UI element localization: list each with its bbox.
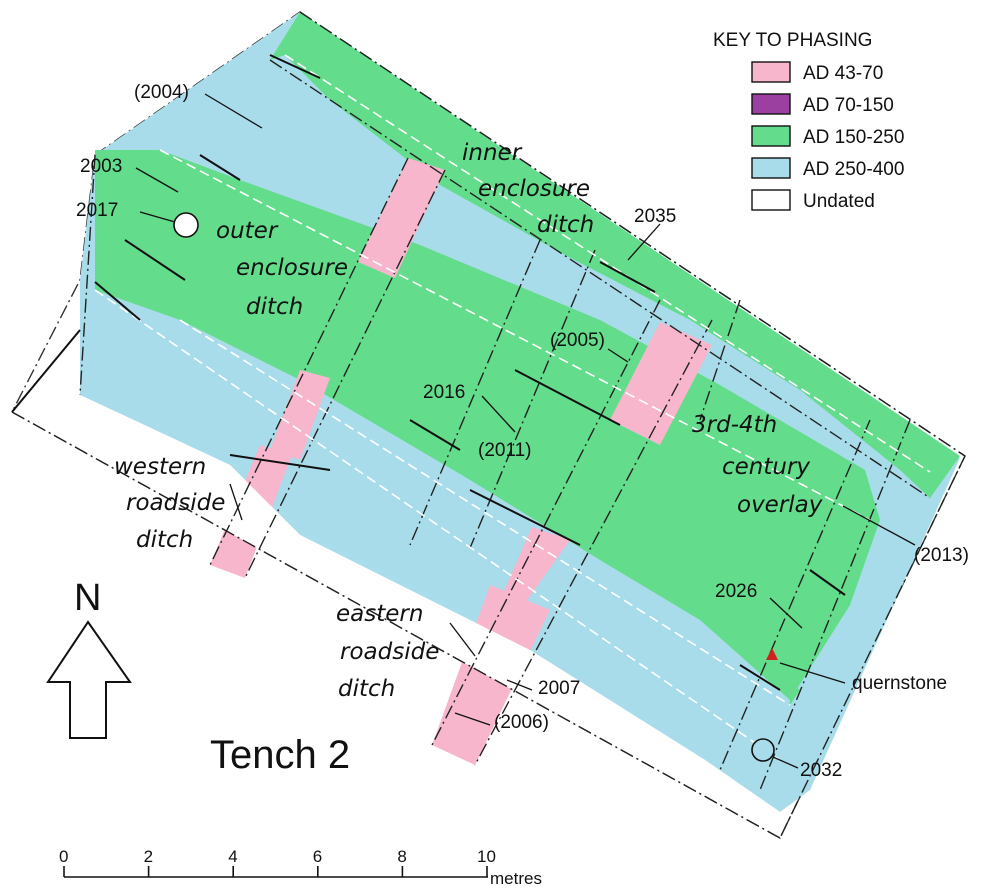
feature-edges bbox=[11, 54, 846, 691]
context-2004: (2004) bbox=[134, 82, 189, 103]
context-2035: 2035 bbox=[634, 206, 676, 227]
legend-label: AD 43-70 bbox=[803, 63, 883, 84]
inner-enclosure-ditch-fill bbox=[270, 12, 960, 498]
label-outer-ditch: ditch bbox=[246, 294, 303, 320]
context-2016: 2016 bbox=[423, 382, 465, 403]
label-western-roadside: roadside bbox=[126, 490, 225, 516]
outer-enclosure-ditch-fill bbox=[95, 150, 880, 700]
pink-strip-central bbox=[610, 322, 712, 445]
inner-ditch-blue-strip bbox=[270, 55, 930, 498]
scale-tick-label: 2 bbox=[144, 847, 153, 866]
pink-strip-south bbox=[500, 527, 570, 610]
leader-lines bbox=[135, 93, 916, 769]
context-2032: 2032 bbox=[800, 760, 842, 781]
quernstone-marker bbox=[766, 648, 778, 660]
legend-swatch bbox=[751, 61, 791, 83]
legend-label: AD 70-150 bbox=[803, 95, 894, 116]
legend-swatch bbox=[751, 157, 791, 179]
legend-swatch bbox=[751, 93, 791, 115]
scale-tick-label: 0 bbox=[59, 847, 68, 866]
pink-strip-north bbox=[358, 158, 445, 278]
label-western-ditch: ditch bbox=[136, 527, 193, 553]
cut-edges bbox=[94, 54, 931, 761]
context-2006: (2006) bbox=[494, 712, 549, 733]
legend-label: AD 250-400 bbox=[803, 159, 904, 180]
label-outer-enclosure: enclosure bbox=[236, 255, 348, 281]
legend-swatch bbox=[751, 189, 791, 211]
scale-bar: 0 2 4 6 8 10 metres bbox=[59, 847, 542, 888]
pit-2017 bbox=[173, 212, 199, 238]
central-blue-band bbox=[80, 320, 790, 760]
undated-lower-area bbox=[12, 395, 780, 838]
label-overlay: overlay bbox=[737, 492, 823, 518]
scale-tick-label: 4 bbox=[228, 847, 237, 866]
label-overlay-century: century bbox=[722, 454, 810, 480]
section-lines bbox=[11, 11, 966, 839]
pit-2032 bbox=[751, 738, 775, 762]
phasing-legend: KEY TO PHASING AD 43-70 AD 70-150 AD 150-2… bbox=[713, 30, 904, 212]
context-2013: (2013) bbox=[914, 545, 969, 566]
label-eastern: eastern bbox=[336, 601, 423, 627]
label-eastern-ditch: ditch bbox=[338, 676, 395, 702]
scale-tick-label: 8 bbox=[397, 847, 406, 866]
legend-swatch bbox=[751, 125, 791, 147]
label-outer: outer bbox=[216, 218, 279, 244]
pink-strip-west-upper bbox=[270, 370, 330, 460]
north-label: N bbox=[74, 577, 101, 619]
scale-tick-label: 10 bbox=[477, 847, 496, 866]
context-2017: 2017 bbox=[76, 200, 118, 221]
context-2003: 2003 bbox=[80, 156, 122, 177]
label-inner-enclosure: enclosure bbox=[478, 176, 590, 202]
scale-unit: metres bbox=[490, 869, 542, 888]
scale-tick-label: 6 bbox=[313, 847, 322, 866]
north-arrow: N bbox=[46, 577, 132, 739]
label-inner: inner bbox=[462, 140, 523, 166]
context-2011: (2011) bbox=[478, 440, 532, 461]
legend-label: AD 150-250 bbox=[803, 127, 904, 148]
legend-title: KEY TO PHASING bbox=[713, 30, 872, 51]
label-inner-ditch: ditch bbox=[537, 212, 594, 238]
label-western: western bbox=[114, 454, 206, 480]
label-eastern-roadside: roadside bbox=[340, 639, 439, 665]
legend-label: Undated bbox=[803, 191, 875, 212]
context-2007: 2007 bbox=[538, 678, 580, 699]
north-arrow-icon bbox=[46, 620, 132, 739]
trench-title: Tench 2 bbox=[210, 733, 350, 777]
context-2026: 2026 bbox=[715, 581, 757, 602]
label-quernstone: quernstone bbox=[852, 673, 947, 694]
label-overlay-period: 3rd-4th bbox=[692, 412, 777, 438]
context-2005: (2005) bbox=[550, 330, 605, 351]
